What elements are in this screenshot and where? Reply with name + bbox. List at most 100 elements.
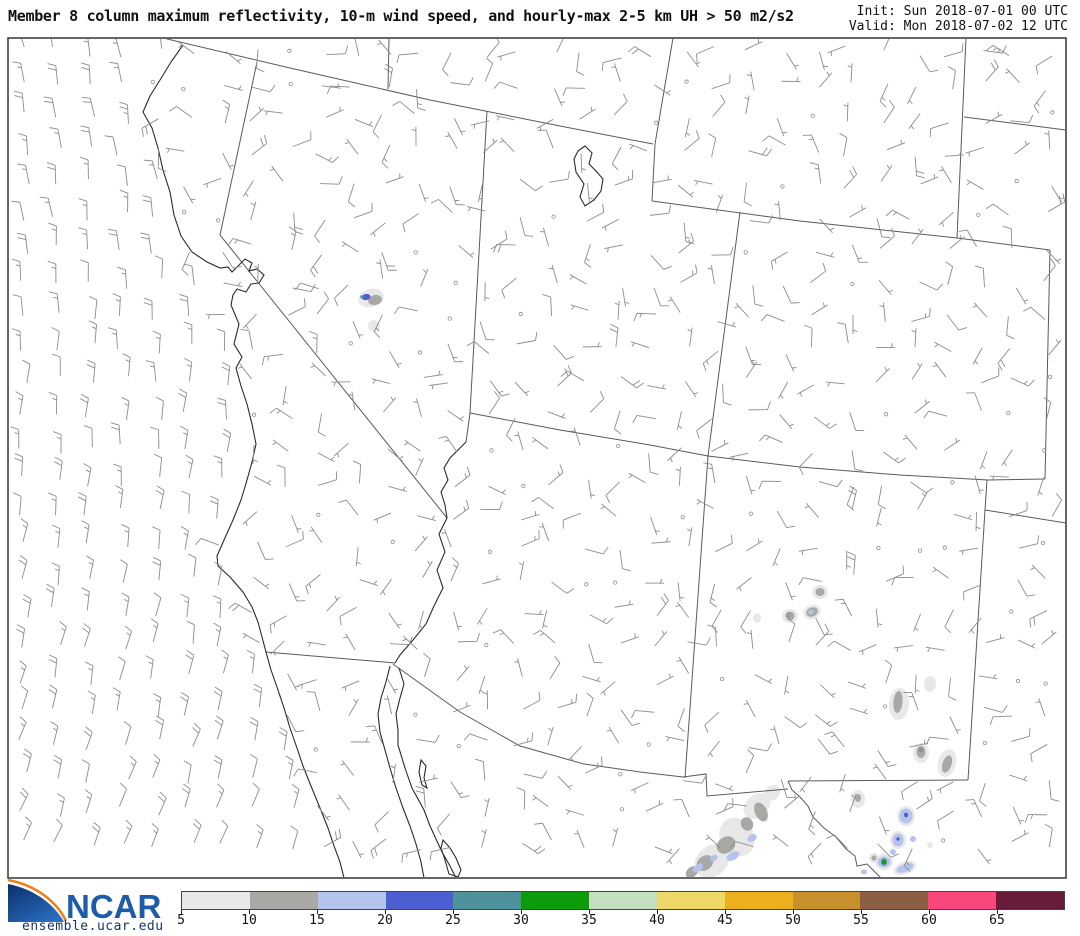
calm-wind-circle bbox=[810, 113, 815, 118]
wind-barb-line bbox=[26, 823, 30, 828]
wind-barb-line bbox=[23, 822, 32, 841]
wind-barb-line bbox=[154, 760, 159, 765]
wind-barb-line bbox=[566, 355, 575, 360]
wind-barb-line bbox=[83, 730, 92, 737]
wind-barb-line bbox=[123, 111, 129, 115]
wind-barb-line bbox=[722, 383, 724, 403]
wind-barb-line bbox=[184, 358, 193, 363]
wind-barb-line bbox=[153, 753, 161, 761]
wind-barb-line bbox=[757, 538, 760, 544]
wind-barb-line bbox=[815, 617, 825, 636]
wind-barb-line bbox=[711, 138, 717, 157]
wind-barb-line bbox=[815, 630, 830, 646]
wind-barb-line bbox=[632, 415, 638, 424]
wind-barb-line bbox=[264, 353, 284, 358]
wind-barb-line bbox=[745, 95, 750, 115]
calm-wind-circle bbox=[1048, 374, 1053, 379]
wind-barb-line bbox=[630, 782, 649, 791]
wind-barb-line bbox=[601, 503, 617, 517]
wind-barb-line bbox=[1001, 705, 1008, 713]
wind-barb-line bbox=[17, 237, 26, 240]
calm-wind-circle bbox=[348, 341, 353, 346]
wind-barb-line bbox=[463, 733, 470, 741]
wind-barb-line bbox=[648, 453, 651, 473]
wind-barb-line bbox=[288, 306, 306, 316]
wind-barb-line bbox=[21, 560, 28, 579]
wind-barb-line bbox=[482, 578, 501, 585]
wind-barb-line bbox=[345, 633, 356, 651]
wind-barb-line bbox=[152, 624, 158, 629]
wind-barb-line bbox=[429, 851, 432, 861]
wind-barb-line bbox=[19, 665, 27, 684]
calm-wind-circle bbox=[615, 443, 621, 449]
wind-barb-line bbox=[78, 227, 87, 231]
wind-barb-line bbox=[808, 828, 816, 836]
wind-barb-line bbox=[21, 628, 26, 648]
wind-barb-line bbox=[125, 359, 130, 363]
colorbar-segment bbox=[521, 892, 590, 909]
wind-barb-line bbox=[696, 46, 715, 55]
wind-barb-line bbox=[811, 134, 820, 153]
wind-barb-line bbox=[253, 265, 259, 269]
wind-barb-line bbox=[279, 727, 288, 732]
wind-barb-line bbox=[338, 499, 347, 504]
wind-barb-line bbox=[125, 401, 130, 421]
wind-barb-line bbox=[112, 136, 118, 156]
wind-barb-line bbox=[683, 222, 687, 242]
wind-barb-line bbox=[417, 107, 426, 111]
wind-barb-line bbox=[501, 489, 506, 494]
wind-barb-line bbox=[265, 111, 269, 116]
wind-barb-line bbox=[91, 326, 97, 330]
calm-wind-circle bbox=[917, 548, 923, 553]
calm-wind-circle bbox=[613, 580, 618, 585]
wind-barb-line bbox=[993, 59, 999, 68]
wind-barb-line bbox=[159, 39, 163, 49]
wind-barb-line bbox=[145, 360, 154, 364]
wind-barb-line bbox=[1024, 140, 1027, 146]
wind-barb-line bbox=[212, 595, 222, 600]
wind-barb-line bbox=[573, 427, 581, 446]
wind-barb-line bbox=[768, 215, 774, 224]
wind-barb-line bbox=[1002, 225, 1012, 230]
wind-barb-line bbox=[188, 655, 195, 674]
colorbar-segment bbox=[317, 892, 386, 909]
wind-barb-line bbox=[929, 69, 939, 73]
wind-barb-line bbox=[216, 499, 219, 519]
wind-barb-line bbox=[381, 144, 391, 163]
wind-barb-line bbox=[879, 305, 884, 308]
wind-barb-line bbox=[183, 263, 193, 267]
wind-barb-line bbox=[288, 760, 294, 780]
wind-barb-line bbox=[762, 135, 770, 142]
wind-barb-line bbox=[523, 773, 543, 779]
wind-barb-line bbox=[547, 726, 554, 746]
wind-barb-line bbox=[46, 583, 55, 589]
wind-barb-line bbox=[853, 555, 856, 575]
wind-barb-line bbox=[553, 344, 567, 360]
calm-wind-circle bbox=[584, 582, 589, 587]
wind-barb-line bbox=[532, 797, 537, 801]
wind-barb-line bbox=[669, 296, 681, 313]
wind-barb-line bbox=[827, 382, 831, 387]
wind-barb-line bbox=[908, 100, 913, 104]
wind-barb-line bbox=[654, 84, 671, 96]
wind-barb-line bbox=[929, 307, 931, 317]
wind-barb-line bbox=[85, 524, 90, 544]
wind-barb-line bbox=[251, 788, 260, 807]
wind-barb-line bbox=[155, 489, 164, 496]
wind-barb-line bbox=[260, 137, 264, 147]
wind-barb-line bbox=[842, 599, 853, 617]
colorbar-tick-label: 55 bbox=[853, 913, 869, 928]
wind-barb-line bbox=[1011, 832, 1029, 842]
wind-barb-line bbox=[981, 465, 986, 469]
wind-barb-line bbox=[126, 632, 131, 636]
wind-barb-line bbox=[250, 753, 258, 760]
wind-barb-line bbox=[884, 366, 888, 372]
wind-barb-line bbox=[57, 566, 60, 586]
wind-barb-line bbox=[584, 764, 603, 774]
wind-barb-line bbox=[934, 343, 939, 348]
wind-barb-line bbox=[1038, 491, 1043, 495]
wind-barb-line bbox=[292, 287, 312, 292]
wind-barb-line bbox=[22, 524, 27, 529]
wind-barb-line bbox=[982, 268, 985, 288]
wind-barb-line bbox=[353, 210, 373, 219]
